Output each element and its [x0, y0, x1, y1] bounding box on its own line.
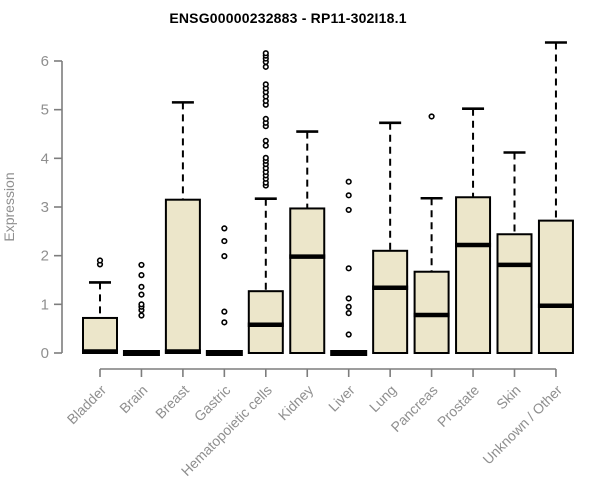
box-prostate — [455, 196, 492, 354]
outlier-point-pancreas — [428, 113, 435, 120]
outlier-point-brain — [138, 272, 145, 279]
outlier-point-hematopoietic-cells — [262, 50, 269, 57]
outlier-point-liver — [345, 192, 352, 199]
outlier-point-gastric — [221, 319, 228, 326]
outlier-point-liver — [345, 206, 352, 214]
x-tick-label: Breast — [152, 382, 192, 422]
y-tick-label: 2 — [41, 248, 49, 265]
outlier-point-liver — [345, 265, 352, 272]
outlier-point-liver — [345, 303, 352, 310]
box-bladder — [82, 316, 118, 354]
outlier-point-brain — [138, 301, 145, 308]
box-kidney — [289, 207, 326, 354]
outlier-point-liver — [345, 309, 352, 317]
x-tick-label: Prostate — [434, 382, 482, 430]
box-unknown-other — [537, 219, 574, 354]
outlier-point-gastric — [221, 308, 228, 315]
outlier-point-hematopoietic-cells — [262, 63, 269, 70]
outlier-point-brain — [138, 283, 145, 290]
x-tick-label: Unknown / Other — [479, 382, 565, 468]
outlier-point-liver — [345, 178, 352, 185]
outlier-point-gastric — [221, 225, 228, 232]
box-breast — [164, 198, 201, 354]
outlier-point-hematopoietic-cells — [262, 142, 269, 149]
y-tick-label: 6 — [41, 53, 49, 70]
flat-box-gastric — [205, 350, 243, 356]
chart-title: ENSG00000232883 - RP11-302I18.1 — [169, 10, 407, 26]
x-tick-label: Bladder — [64, 382, 110, 428]
box-pancreas — [413, 270, 450, 354]
outlier-point-hematopoietic-cells — [262, 81, 269, 88]
outlier-point-brain — [138, 291, 145, 298]
x-tick-label: Lung — [366, 382, 399, 415]
y-tick-label: 1 — [41, 296, 49, 313]
x-tick-label: Brain — [116, 382, 150, 416]
y-tick-label: 3 — [41, 199, 49, 216]
outlier-point-hematopoietic-cells — [262, 137, 269, 144]
y-tick-label: 0 — [41, 345, 49, 362]
y-tick-label: 5 — [41, 102, 49, 119]
y-tick-label: 4 — [41, 150, 49, 167]
x-tick-label: Skin — [493, 382, 524, 413]
outlier-point-gastric — [221, 253, 228, 260]
y-axis-title: Expression — [1, 172, 17, 241]
outlier-point-liver — [345, 331, 352, 338]
flat-box-brain — [122, 350, 160, 356]
x-tick-label: Kidney — [275, 382, 317, 424]
box-lung — [372, 249, 409, 354]
outlier-point-brain — [138, 312, 145, 319]
flat-box-liver — [330, 350, 368, 356]
outlier-point-hematopoietic-cells — [262, 115, 269, 123]
box-hematopoietic-cells — [247, 290, 284, 354]
outlier-point-brain — [138, 261, 145, 269]
box-skin — [496, 233, 533, 354]
outlier-point-gastric — [221, 237, 228, 245]
outlier-point-hematopoietic-cells — [262, 154, 269, 161]
outlier-point-liver — [345, 295, 352, 302]
outlier-point-bladder — [96, 257, 104, 264]
x-tick-label: Liver — [325, 382, 358, 415]
